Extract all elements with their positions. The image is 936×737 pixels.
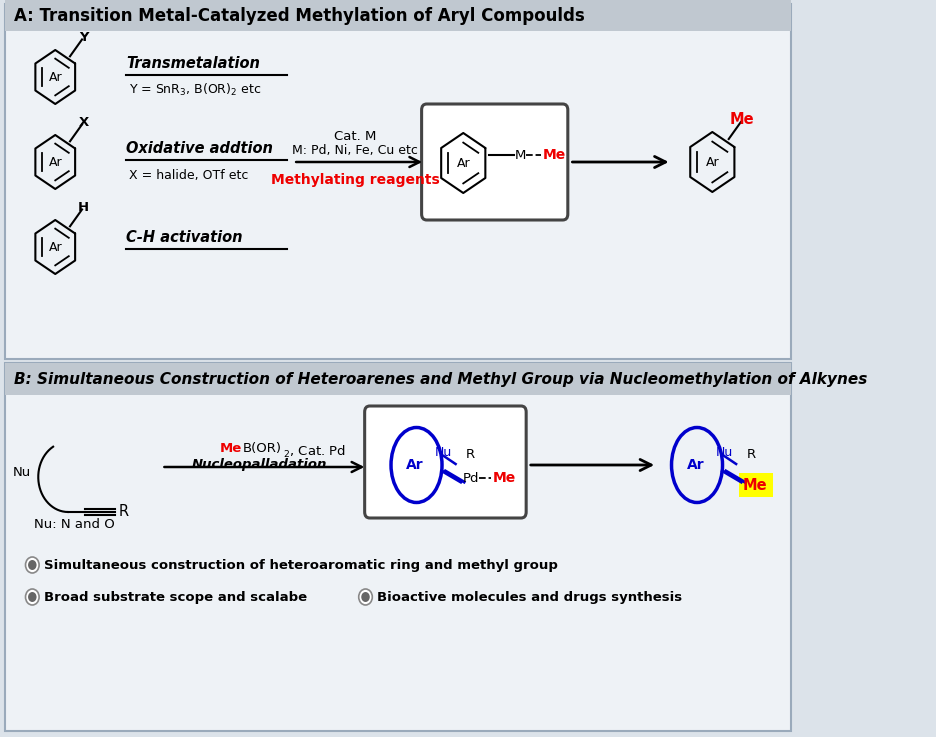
FancyBboxPatch shape (5, 0, 791, 31)
Text: Me: Me (493, 471, 517, 485)
FancyBboxPatch shape (5, 4, 791, 359)
Text: $_2$, Cat. Pd: $_2$, Cat. Pd (283, 444, 346, 460)
Text: Nu: Nu (435, 445, 452, 458)
Text: Ar: Ar (706, 156, 719, 169)
Circle shape (25, 589, 39, 605)
Text: M: M (515, 148, 526, 161)
Text: Nucleopalladation: Nucleopalladation (192, 458, 327, 470)
FancyBboxPatch shape (421, 104, 568, 220)
Text: Nu: Nu (716, 445, 733, 458)
Text: Pd: Pd (462, 472, 479, 484)
Text: Ar: Ar (457, 156, 470, 170)
Text: Y: Y (79, 31, 88, 43)
Circle shape (358, 589, 373, 605)
FancyBboxPatch shape (5, 363, 791, 395)
Text: Ar: Ar (686, 458, 704, 472)
Text: Ar: Ar (406, 458, 424, 472)
Text: Ar: Ar (49, 240, 62, 254)
Text: Ar: Ar (49, 71, 62, 83)
Text: R: R (746, 447, 755, 461)
Circle shape (28, 560, 37, 570)
Text: A: Transition Metal-Catalyzed Methylation of Aryl Compoulds: A: Transition Metal-Catalyzed Methylatio… (14, 7, 584, 25)
Text: Broad substrate scope and scalabe: Broad substrate scope and scalabe (44, 590, 307, 604)
Text: Nu: N and O: Nu: N and O (34, 519, 115, 531)
Text: B(OR): B(OR) (242, 441, 281, 455)
FancyBboxPatch shape (365, 406, 526, 518)
Text: Ar: Ar (49, 156, 62, 169)
Text: Nu: Nu (13, 466, 32, 478)
Circle shape (28, 592, 37, 602)
Circle shape (25, 557, 39, 573)
Text: Me: Me (730, 112, 754, 128)
Text: R: R (118, 505, 128, 520)
FancyBboxPatch shape (739, 473, 773, 497)
Text: H: H (78, 200, 89, 214)
Text: C-H activation: C-H activation (125, 229, 242, 245)
Text: B: Simultaneous Construction of Heteroarenes and Methyl Group via Nucleomethylat: B: Simultaneous Construction of Heteroar… (14, 371, 867, 386)
Text: M: Pd, Ni, Fe, Cu etc: M: Pd, Ni, Fe, Cu etc (292, 144, 418, 156)
Text: Me: Me (220, 441, 242, 455)
Text: Transmetalation: Transmetalation (125, 55, 259, 71)
Text: Methylating reagents: Methylating reagents (271, 173, 440, 187)
FancyBboxPatch shape (5, 363, 791, 731)
Circle shape (361, 592, 370, 602)
Text: Me: Me (543, 148, 566, 162)
Text: X = halide, OTf etc: X = halide, OTf etc (129, 169, 249, 181)
Text: Y = SnR$_3$, B(OR)$_2$ etc: Y = SnR$_3$, B(OR)$_2$ etc (129, 82, 261, 98)
Text: R: R (466, 447, 475, 461)
Text: Bioactive molecules and drugs synthesis: Bioactive molecules and drugs synthesis (377, 590, 682, 604)
Text: Cat. M: Cat. M (334, 130, 376, 142)
Text: Me: Me (743, 478, 768, 492)
Text: Simultaneous construction of heteroaromatic ring and methyl group: Simultaneous construction of heteroaroma… (44, 559, 558, 571)
Text: X: X (79, 116, 89, 129)
Text: Oxidative addtion: Oxidative addtion (125, 141, 272, 156)
